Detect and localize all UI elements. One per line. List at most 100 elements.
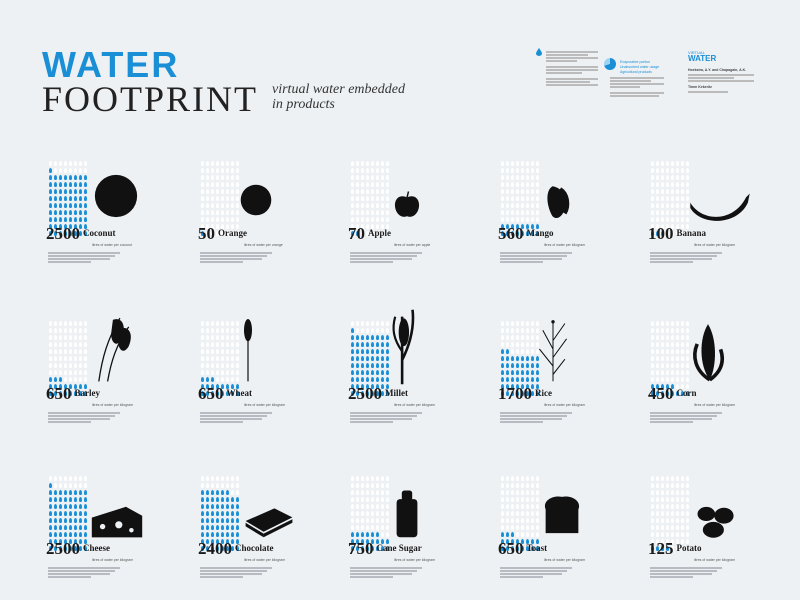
water-drop-icon bbox=[48, 216, 53, 223]
product-name: Corn bbox=[676, 388, 697, 398]
water-drop-icon bbox=[58, 496, 63, 503]
water-drop-icon bbox=[370, 355, 375, 362]
water-drop-icon bbox=[515, 223, 520, 230]
water-drop-icon bbox=[520, 510, 525, 517]
water-drop-icon bbox=[210, 369, 215, 376]
water-drop-icon bbox=[73, 355, 78, 362]
water-drop-icon bbox=[535, 348, 540, 355]
water-drop-icon bbox=[650, 181, 655, 188]
water-drop-icon bbox=[365, 188, 370, 195]
water-drop-icon bbox=[73, 320, 78, 327]
water-drop-icon bbox=[505, 209, 510, 216]
water-drop-icon bbox=[660, 538, 665, 545]
water-drop-icon bbox=[53, 362, 58, 369]
water-drop-icon bbox=[235, 489, 240, 496]
water-drop-icon bbox=[355, 348, 360, 355]
water-drop-icon bbox=[650, 383, 655, 390]
water-drop-icon bbox=[510, 320, 515, 327]
water-drop-icon bbox=[355, 202, 360, 209]
water-drop-icon bbox=[78, 482, 83, 489]
toast-icon bbox=[542, 495, 582, 540]
water-drop-icon bbox=[660, 320, 665, 327]
water-drop-icon bbox=[215, 390, 220, 397]
water-drop-icon bbox=[360, 545, 365, 552]
water-drop-icon bbox=[215, 496, 220, 503]
water-drop-icon bbox=[515, 195, 520, 202]
water-drop-icon bbox=[510, 531, 515, 538]
water-drop-icon bbox=[225, 524, 230, 531]
water-drop-icon bbox=[375, 524, 380, 531]
water-drop-icon bbox=[355, 475, 360, 482]
water-drop-icon bbox=[520, 475, 525, 482]
water-drop-icon bbox=[235, 355, 240, 362]
water-drop-icon bbox=[650, 223, 655, 230]
water-drop-icon bbox=[535, 327, 540, 334]
water-drop-icon bbox=[380, 524, 385, 531]
water-drop-icon bbox=[200, 531, 205, 538]
water-drop-icon bbox=[665, 496, 670, 503]
water-drop-icon bbox=[68, 195, 73, 202]
water-drop-icon bbox=[68, 524, 73, 531]
water-drop-icon bbox=[210, 531, 215, 538]
water-drop-icon bbox=[63, 202, 68, 209]
water-drop-icon bbox=[63, 209, 68, 216]
water-drop-icon bbox=[380, 174, 385, 181]
water-drop-icon bbox=[520, 167, 525, 174]
water-drop-icon bbox=[63, 517, 68, 524]
water-drop-icon bbox=[355, 496, 360, 503]
water-drop-icon bbox=[220, 181, 225, 188]
water-drop-icon bbox=[53, 230, 58, 237]
water-drop-icon bbox=[685, 341, 690, 348]
water-drop-icon bbox=[520, 390, 525, 397]
water-drop-icon bbox=[365, 524, 370, 531]
water-drop-icon bbox=[375, 503, 380, 510]
water-drop-icon bbox=[525, 503, 530, 510]
water-drop-icon bbox=[78, 188, 83, 195]
water-drop-icon bbox=[210, 348, 215, 355]
unit-label: litres of water per kilogram bbox=[92, 403, 134, 407]
water-drop-icon bbox=[58, 376, 63, 383]
water-drop-icon bbox=[350, 496, 355, 503]
product-description bbox=[350, 566, 428, 579]
water-drop-icon bbox=[530, 167, 535, 174]
water-drop-icon bbox=[510, 327, 515, 334]
water-drop-icon bbox=[655, 181, 660, 188]
water-drop-icon bbox=[530, 376, 535, 383]
water-drop-icon bbox=[200, 320, 205, 327]
water-drop-icon bbox=[63, 482, 68, 489]
water-drop-icon bbox=[370, 503, 375, 510]
water-drop-icon bbox=[68, 390, 73, 397]
water-drop-icon bbox=[235, 369, 240, 376]
water-drop-icon bbox=[650, 202, 655, 209]
water-drop-icon bbox=[660, 362, 665, 369]
water-drop-icon bbox=[225, 362, 230, 369]
water-drop-icon bbox=[510, 362, 515, 369]
water-drop-icon bbox=[83, 538, 88, 545]
water-drop-icon bbox=[530, 489, 535, 496]
water-drop-icon bbox=[500, 327, 505, 334]
product-value: 70 Apple bbox=[348, 225, 391, 242]
water-drop-icon bbox=[78, 545, 83, 552]
water-drop-icon bbox=[380, 209, 385, 216]
water-drop-icon bbox=[375, 188, 380, 195]
water-drop-icon bbox=[83, 390, 88, 397]
water-drop-icon bbox=[230, 341, 235, 348]
product-name: Barley bbox=[74, 388, 101, 398]
product-card-coconut: 2500 Coconut litres of water per coconut bbox=[46, 160, 188, 280]
water-drop-icon bbox=[525, 209, 530, 216]
water-drop-icon bbox=[530, 230, 535, 237]
title-footprint: FOOTPRINT bbox=[42, 79, 259, 119]
water-drop-icon bbox=[380, 531, 385, 538]
water-drop-icon bbox=[505, 390, 510, 397]
water-drop-icon bbox=[520, 334, 525, 341]
product-name: Orange bbox=[218, 228, 247, 238]
water-drop-icon bbox=[73, 341, 78, 348]
water-drop-icon bbox=[53, 334, 58, 341]
millet-icon bbox=[390, 304, 416, 395]
water-drop-icon bbox=[73, 160, 78, 167]
water-drop-icon bbox=[205, 202, 210, 209]
water-drop-icon bbox=[520, 216, 525, 223]
product-card-chocolate: 2400 Chocolate litres of water per kilogra… bbox=[198, 475, 340, 595]
water-drop-icon bbox=[655, 531, 660, 538]
water-drop-icon bbox=[520, 545, 525, 552]
